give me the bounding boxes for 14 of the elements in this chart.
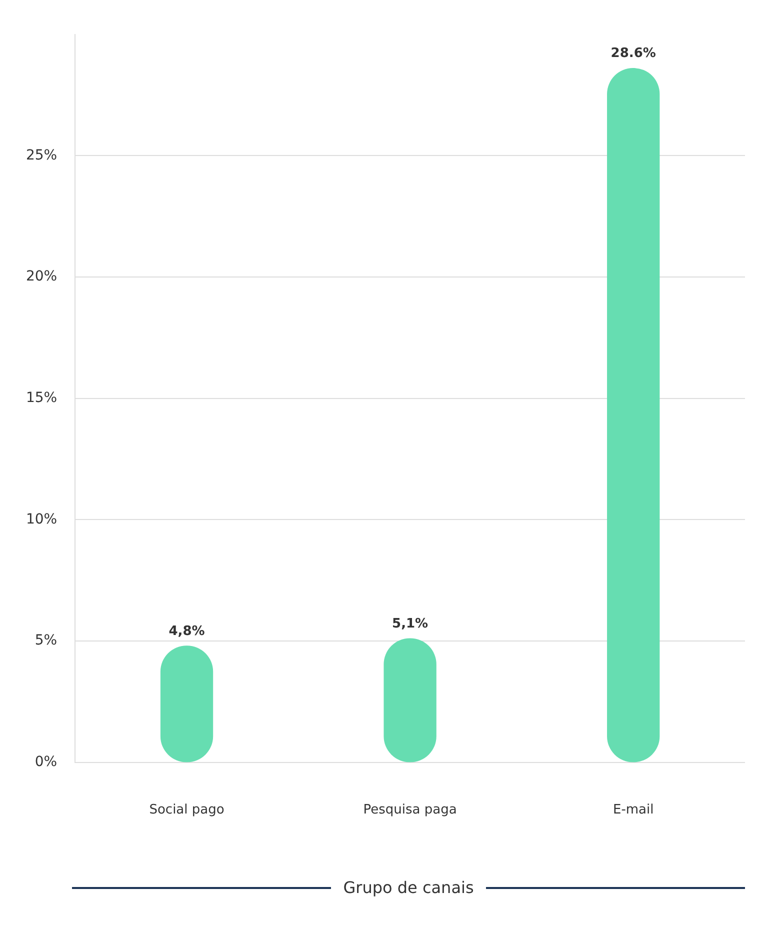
x-tick-label: E-mail bbox=[612, 802, 654, 818]
bar bbox=[607, 68, 660, 762]
y-tick-label: 0% bbox=[34, 754, 58, 770]
y-tick-label: 15% bbox=[26, 390, 58, 406]
y-tick-label: 10% bbox=[26, 511, 58, 528]
x-tick-label: Pesquisa paga bbox=[363, 802, 457, 818]
data-label: 4,8% bbox=[168, 624, 205, 639]
x-tick-label: Social pago bbox=[149, 802, 224, 818]
y-tick-label: 5% bbox=[34, 632, 58, 649]
y-tick-label: 20% bbox=[26, 268, 58, 285]
data-label: 5,1% bbox=[392, 616, 428, 632]
x-axis-title: Grupo de canais bbox=[342, 878, 475, 897]
y-tick-label: 25% bbox=[26, 147, 58, 164]
data-label: 28.6% bbox=[610, 46, 656, 62]
